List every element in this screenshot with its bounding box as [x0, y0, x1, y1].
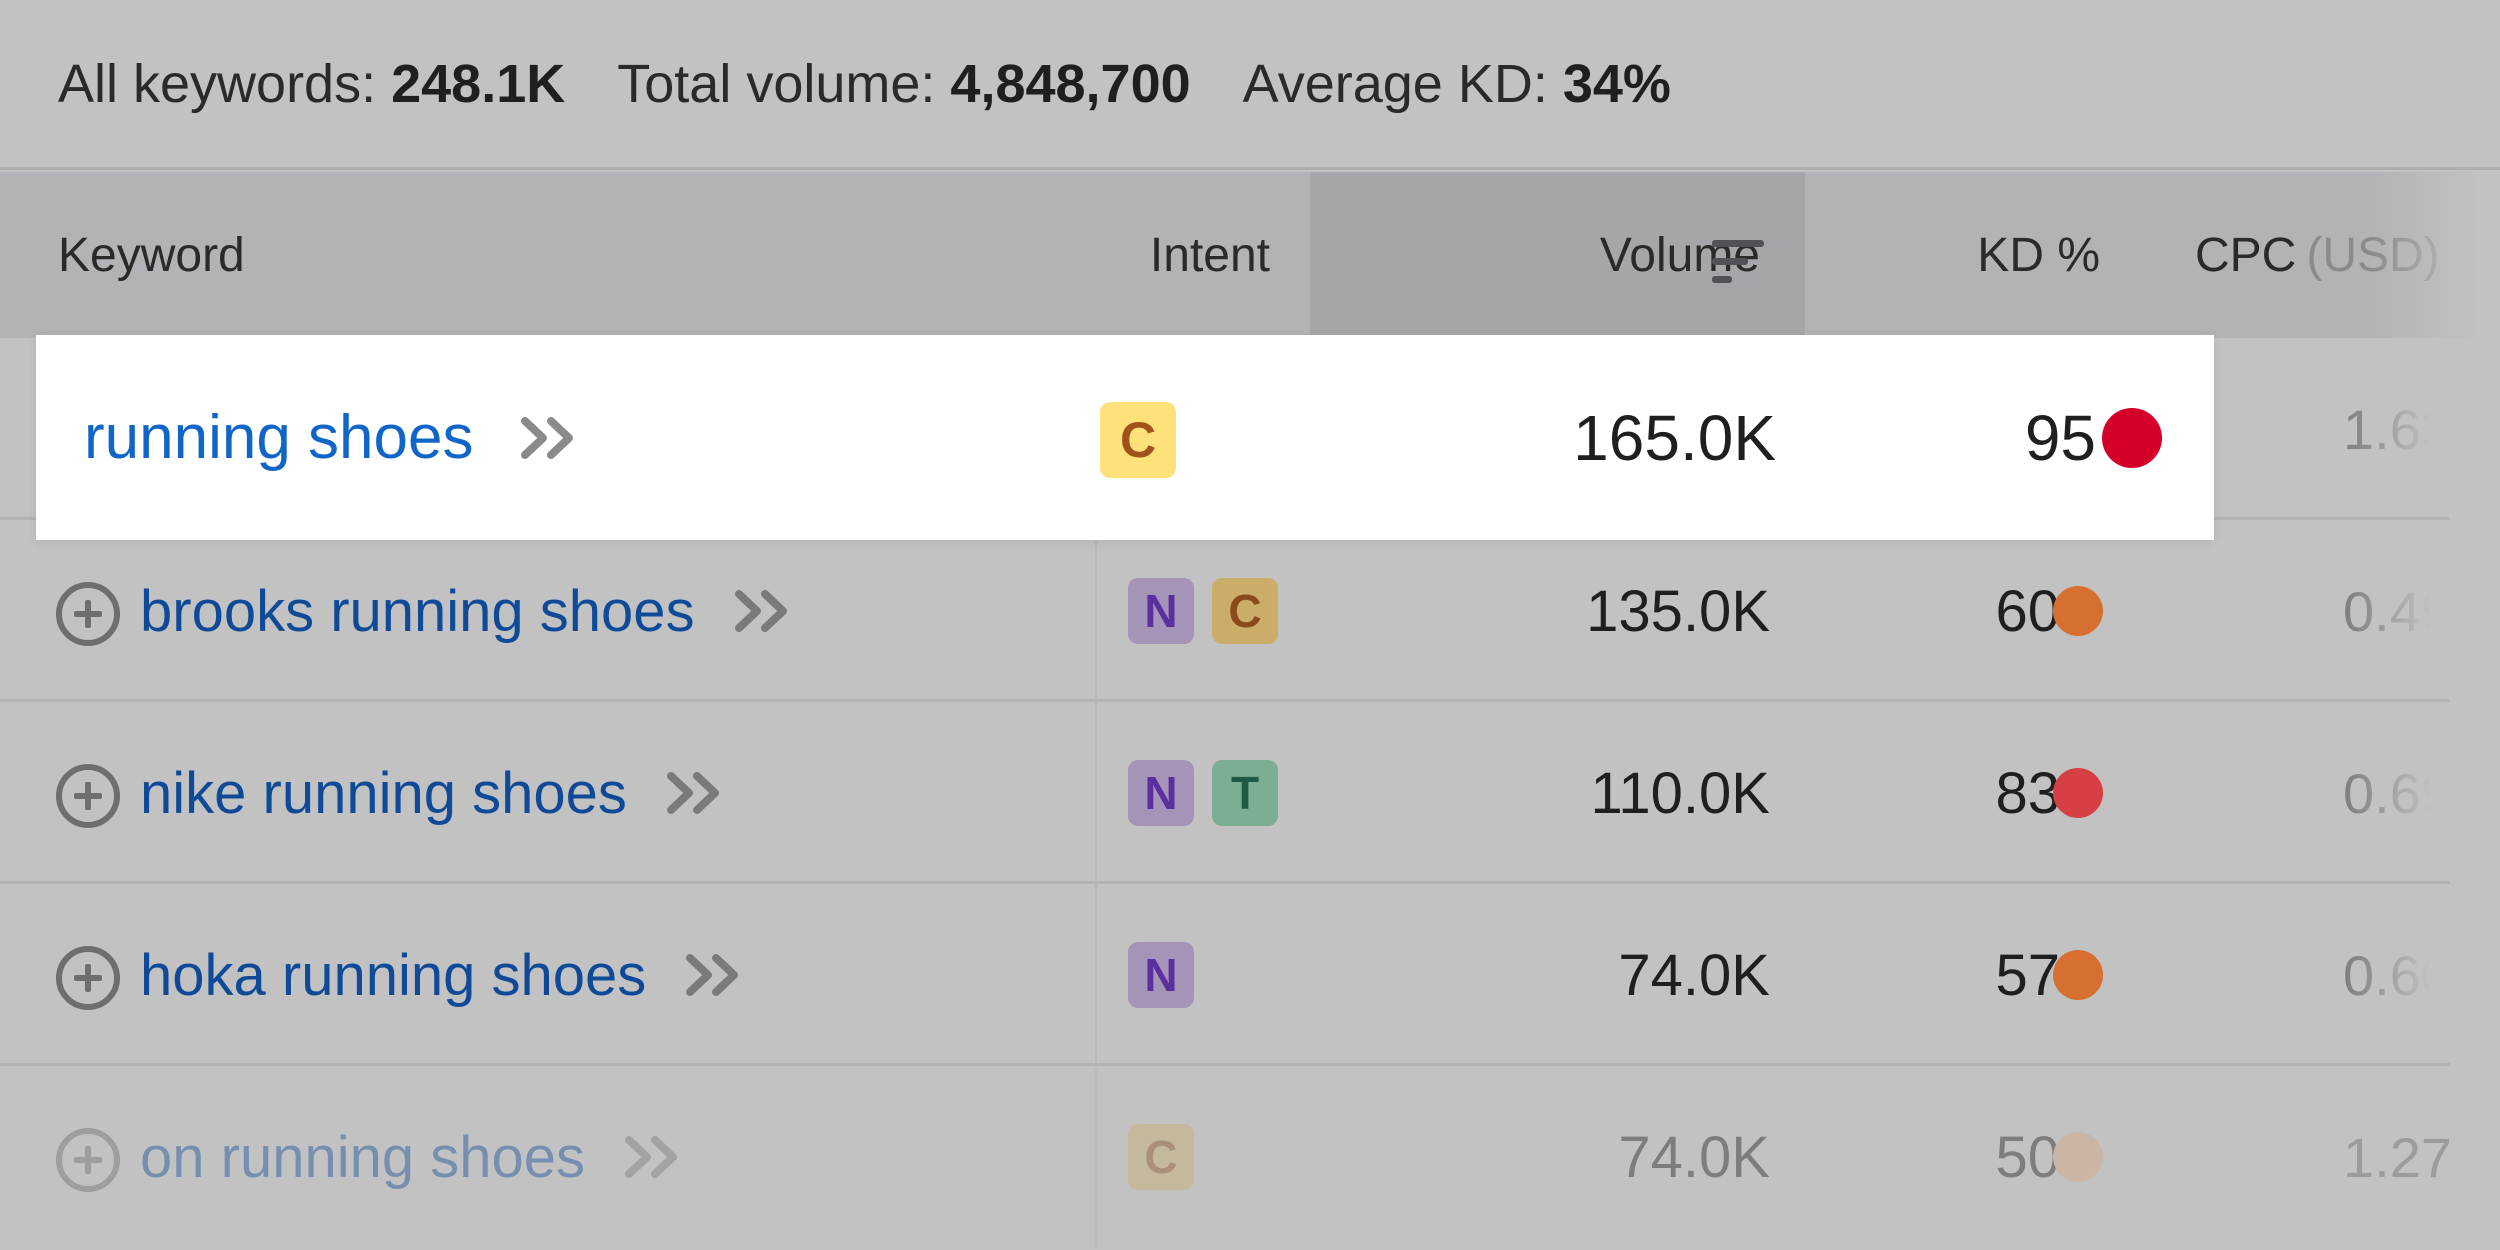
keyword-link[interactable]: brooks running shoes [140, 520, 797, 702]
cpc-value: 1.27 [2343, 1125, 2452, 1189]
volume-value: 110.0K [1590, 760, 1770, 826]
plus-circle-icon[interactable] [56, 1128, 120, 1192]
intent-badge-commercial[interactable]: C [1100, 402, 1176, 478]
keyword-text[interactable]: brooks running shoes [140, 578, 695, 644]
keyword-table: Keyword Intent Volume KD % CPC (USD) 1.6… [0, 172, 2500, 1250]
average-kd-stat: Average KD: 34% [1243, 53, 1671, 115]
plus-circle-icon[interactable] [56, 764, 120, 828]
intent-badge-commercial[interactable]: C [1212, 578, 1278, 644]
keyword-text[interactable]: running shoes [84, 403, 474, 472]
plus-circle-icon[interactable] [56, 946, 120, 1010]
keyword-text[interactable]: nike running shoes [140, 760, 627, 826]
total-volume-label: Total volume: [617, 53, 936, 114]
intent-badge-commercial[interactable]: C [1128, 1124, 1194, 1190]
column-divider [1095, 520, 1097, 702]
column-header-keyword[interactable]: Keyword [58, 228, 245, 282]
cpc-label: CPC [2195, 228, 2297, 282]
kd-difficulty-dot [2053, 950, 2103, 1000]
column-divider [1095, 702, 1097, 884]
keyword-link[interactable]: on running shoes [140, 1066, 687, 1248]
column-divider [1095, 1066, 1097, 1248]
kd-value: 60 [1995, 578, 2060, 644]
table-row[interactable]: hoka running shoes N 74.0K 57 0.60 [0, 884, 2452, 1066]
kd-difficulty-dot [2102, 408, 2162, 468]
average-kd-label: Average KD: [1242, 53, 1548, 114]
kd-value: 57 [1995, 942, 2060, 1008]
volume-value: 74.0K [1618, 1124, 1770, 1190]
cpc-value: 1.63 [2343, 397, 2452, 461]
sort-descending-icon[interactable] [1712, 240, 1764, 284]
double-chevron-right-icon[interactable] [684, 950, 748, 1000]
keyword-link[interactable]: hoka running shoes [140, 884, 748, 1066]
intent-badges: N [1128, 942, 1212, 1008]
double-chevron-right-icon[interactable] [733, 586, 797, 636]
keyword-text[interactable]: on running shoes [140, 1124, 585, 1190]
volume-value: 135.0K [1586, 578, 1770, 644]
double-chevron-right-icon[interactable] [665, 768, 729, 818]
table-header: Keyword Intent Volume KD % CPC (USD) [0, 172, 2500, 338]
highlighted-keyword-row[interactable]: running shoes C 165.0K 95 [36, 335, 2214, 540]
table-row[interactable]: on running shoes C 74.0K 50 1.27 [0, 1066, 2452, 1248]
kd-value: 83 [1995, 760, 2060, 826]
intent-badge-navigational[interactable]: N [1128, 760, 1194, 826]
cpc-value: 0.69 [2343, 761, 2452, 825]
kd-difficulty-dot [2053, 1132, 2103, 1182]
intent-badges: N T [1128, 760, 1296, 826]
all-keywords-value: 248.1K [391, 53, 566, 114]
volume-value: 165.0K [1573, 401, 1776, 474]
kd-difficulty-dot [2053, 768, 2103, 818]
cpc-value: 0.60 [2343, 943, 2452, 1007]
keyword-text[interactable]: hoka running shoes [140, 942, 647, 1008]
volume-value: 74.0K [1618, 942, 1770, 1008]
column-header-volume[interactable]: Volume [1599, 228, 1760, 282]
column-header-intent[interactable]: Intent [1149, 228, 1270, 282]
total-volume-value: 4,848,700 [950, 53, 1191, 114]
plus-circle-icon[interactable] [56, 582, 120, 646]
kd-value: 95 [2024, 401, 2096, 474]
kd-value: 50 [1995, 1124, 2060, 1190]
cpc-value: 0.49 [2343, 579, 2452, 643]
column-divider [1095, 884, 1097, 1066]
table-row[interactable]: nike running shoes N T 110.0K 83 0.69 [0, 702, 2452, 884]
kd-difficulty-dot [2053, 586, 2103, 636]
double-chevron-right-icon[interactable] [519, 413, 583, 463]
keyword-summary-bar: All keywords: 248.1K Total volume: 4,848… [0, 0, 2500, 170]
all-keywords-stat: All keywords: 248.1K [58, 53, 565, 115]
intent-badges: C [1100, 402, 1194, 478]
volume-sorted-column-bg [1310, 172, 1805, 338]
double-chevron-right-icon[interactable] [623, 1132, 687, 1182]
intent-badge-navigational[interactable]: N [1128, 942, 1194, 1008]
average-kd-value: 34% [1562, 53, 1671, 114]
intent-badges: N C [1128, 578, 1296, 644]
intent-badges: C [1128, 1124, 1212, 1190]
intent-badge-transactional[interactable]: T [1212, 760, 1278, 826]
intent-badge-navigational[interactable]: N [1128, 578, 1194, 644]
column-header-cpc[interactable]: CPC (USD) [2195, 172, 2455, 338]
all-keywords-label: All keywords: [58, 53, 377, 114]
total-volume-stat: Total volume: 4,848,700 [617, 53, 1190, 115]
cpc-unit: (USD) [2306, 228, 2440, 282]
keyword-link[interactable]: running shoes [84, 335, 583, 540]
keyword-link[interactable]: nike running shoes [140, 702, 729, 884]
column-header-kd[interactable]: KD % [1977, 228, 2100, 282]
table-row[interactable]: brooks running shoes N C 135.0K 60 0.49 [0, 520, 2452, 702]
